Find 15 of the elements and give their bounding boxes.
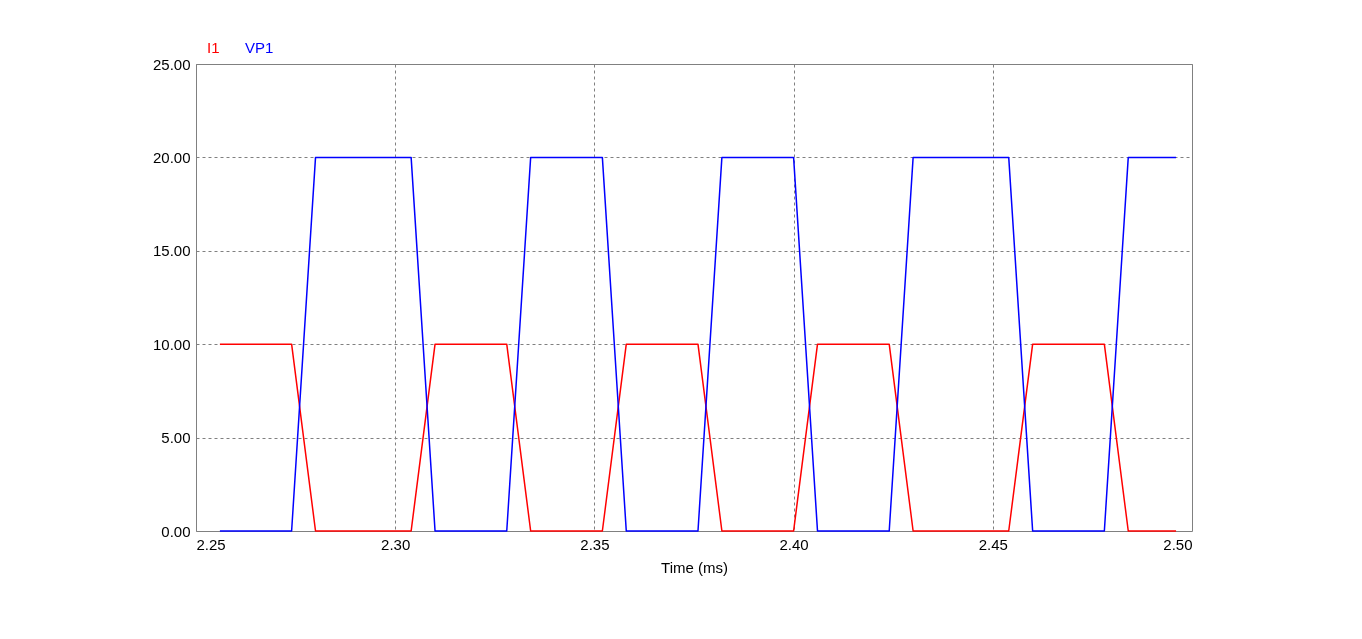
text: VP1	[245, 38, 274, 56]
y-tick-label: 5.00	[161, 429, 191, 447]
x-axis-title: Time (ms)	[661, 558, 728, 576]
y-tick-label: 0.00	[161, 522, 191, 540]
x-tick-label: 2.35	[580, 535, 610, 553]
x-tick-label: 2.50	[1163, 535, 1193, 553]
y-tick-label: 15.00	[152, 242, 191, 260]
x-tick-label: 2.40	[779, 535, 809, 553]
x-tick-label: 2.30	[381, 535, 411, 553]
y-tick-label: 10.00	[152, 335, 191, 353]
text: I1	[207, 38, 220, 56]
x-tick-label: 2.45	[978, 535, 1008, 553]
y-tick-label: 20.00	[152, 148, 191, 166]
x-tick-label: 2.25	[196, 535, 226, 553]
y-tick-label: 25.00	[152, 55, 191, 73]
